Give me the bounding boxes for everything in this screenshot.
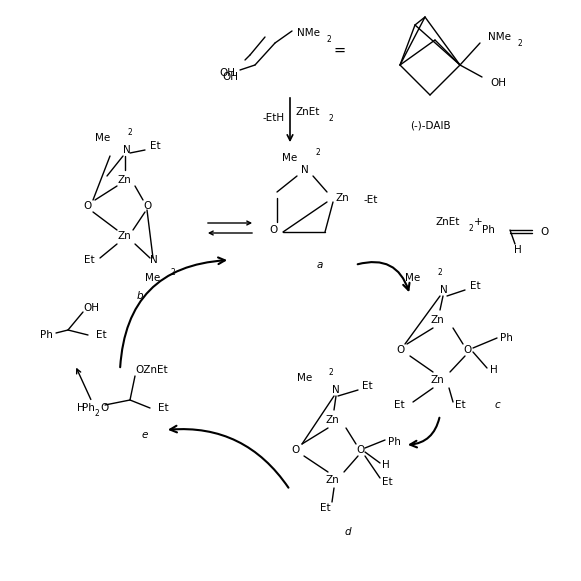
Text: 2: 2	[517, 38, 522, 48]
Text: -Et: -Et	[363, 195, 378, 205]
Text: Ph: Ph	[82, 403, 95, 413]
Text: N: N	[150, 255, 158, 265]
Text: H: H	[490, 365, 498, 375]
Text: O: O	[463, 345, 471, 355]
Text: Zn: Zn	[335, 193, 349, 203]
Text: H: H	[514, 245, 522, 255]
Text: Me: Me	[145, 273, 160, 283]
Text: Et: Et	[96, 330, 107, 340]
Text: OH: OH	[222, 72, 238, 82]
Text: 2: 2	[170, 267, 175, 277]
Text: Et: Et	[455, 400, 465, 410]
Text: Et: Et	[84, 255, 95, 265]
Text: OH: OH	[219, 68, 235, 78]
Text: 2: 2	[315, 148, 320, 156]
Text: OH: OH	[490, 78, 506, 88]
Text: N: N	[123, 145, 131, 155]
Text: ZnEt: ZnEt	[435, 217, 460, 227]
Text: ZnEt: ZnEt	[295, 107, 320, 117]
Text: -EtH: -EtH	[263, 113, 285, 123]
Text: Zn: Zn	[430, 375, 444, 385]
Text: N: N	[332, 385, 340, 395]
Text: +: +	[474, 217, 482, 227]
Text: Ph: Ph	[500, 333, 513, 343]
Text: d: d	[345, 527, 352, 537]
Text: Zn: Zn	[325, 415, 339, 425]
Text: Et: Et	[394, 400, 405, 410]
Text: 2: 2	[437, 267, 442, 277]
Text: e: e	[142, 430, 148, 440]
Text: H: H	[77, 403, 85, 413]
Text: Me: Me	[405, 273, 420, 283]
Text: Ph: Ph	[40, 330, 53, 340]
Text: Me: Me	[282, 153, 297, 163]
Text: OH: OH	[83, 303, 99, 313]
Text: a: a	[317, 260, 323, 270]
Text: 2: 2	[468, 224, 473, 232]
Text: H: H	[382, 460, 390, 470]
Text: O: O	[143, 201, 151, 211]
Text: 2: 2	[127, 127, 132, 137]
Text: O: O	[540, 227, 548, 237]
Text: 2: 2	[326, 34, 331, 44]
Text: O: O	[100, 403, 108, 413]
Text: Et: Et	[362, 381, 372, 391]
Text: O: O	[396, 345, 404, 355]
Text: O: O	[356, 445, 364, 455]
Text: NMe: NMe	[488, 32, 511, 42]
Text: NMe: NMe	[297, 28, 320, 38]
Text: Ph: Ph	[482, 225, 495, 235]
Text: Me: Me	[297, 373, 312, 383]
Text: Et: Et	[382, 477, 393, 487]
Text: Et: Et	[470, 281, 480, 291]
Text: Ph: Ph	[388, 437, 401, 447]
Text: 2: 2	[94, 408, 99, 418]
Text: (-)-DAIB: (-)-DAIB	[410, 120, 450, 130]
Text: Me: Me	[95, 133, 110, 143]
Text: N: N	[440, 285, 448, 295]
Text: Zn: Zn	[325, 475, 339, 485]
Text: 2: 2	[328, 368, 333, 376]
Text: Et: Et	[158, 403, 168, 413]
Text: O: O	[83, 201, 91, 211]
Text: b: b	[137, 291, 144, 301]
Text: O: O	[269, 225, 277, 235]
Text: 2: 2	[328, 113, 333, 123]
Text: Et: Et	[150, 141, 160, 151]
Text: Zn: Zn	[430, 315, 444, 325]
Text: Zn: Zn	[117, 175, 131, 185]
Text: O: O	[291, 445, 299, 455]
Text: Zn: Zn	[117, 231, 131, 241]
Text: OZnEt: OZnEt	[135, 365, 168, 375]
Text: =: =	[334, 42, 346, 58]
Text: c: c	[494, 400, 500, 410]
Text: N: N	[301, 165, 309, 175]
Text: Et: Et	[320, 503, 331, 513]
